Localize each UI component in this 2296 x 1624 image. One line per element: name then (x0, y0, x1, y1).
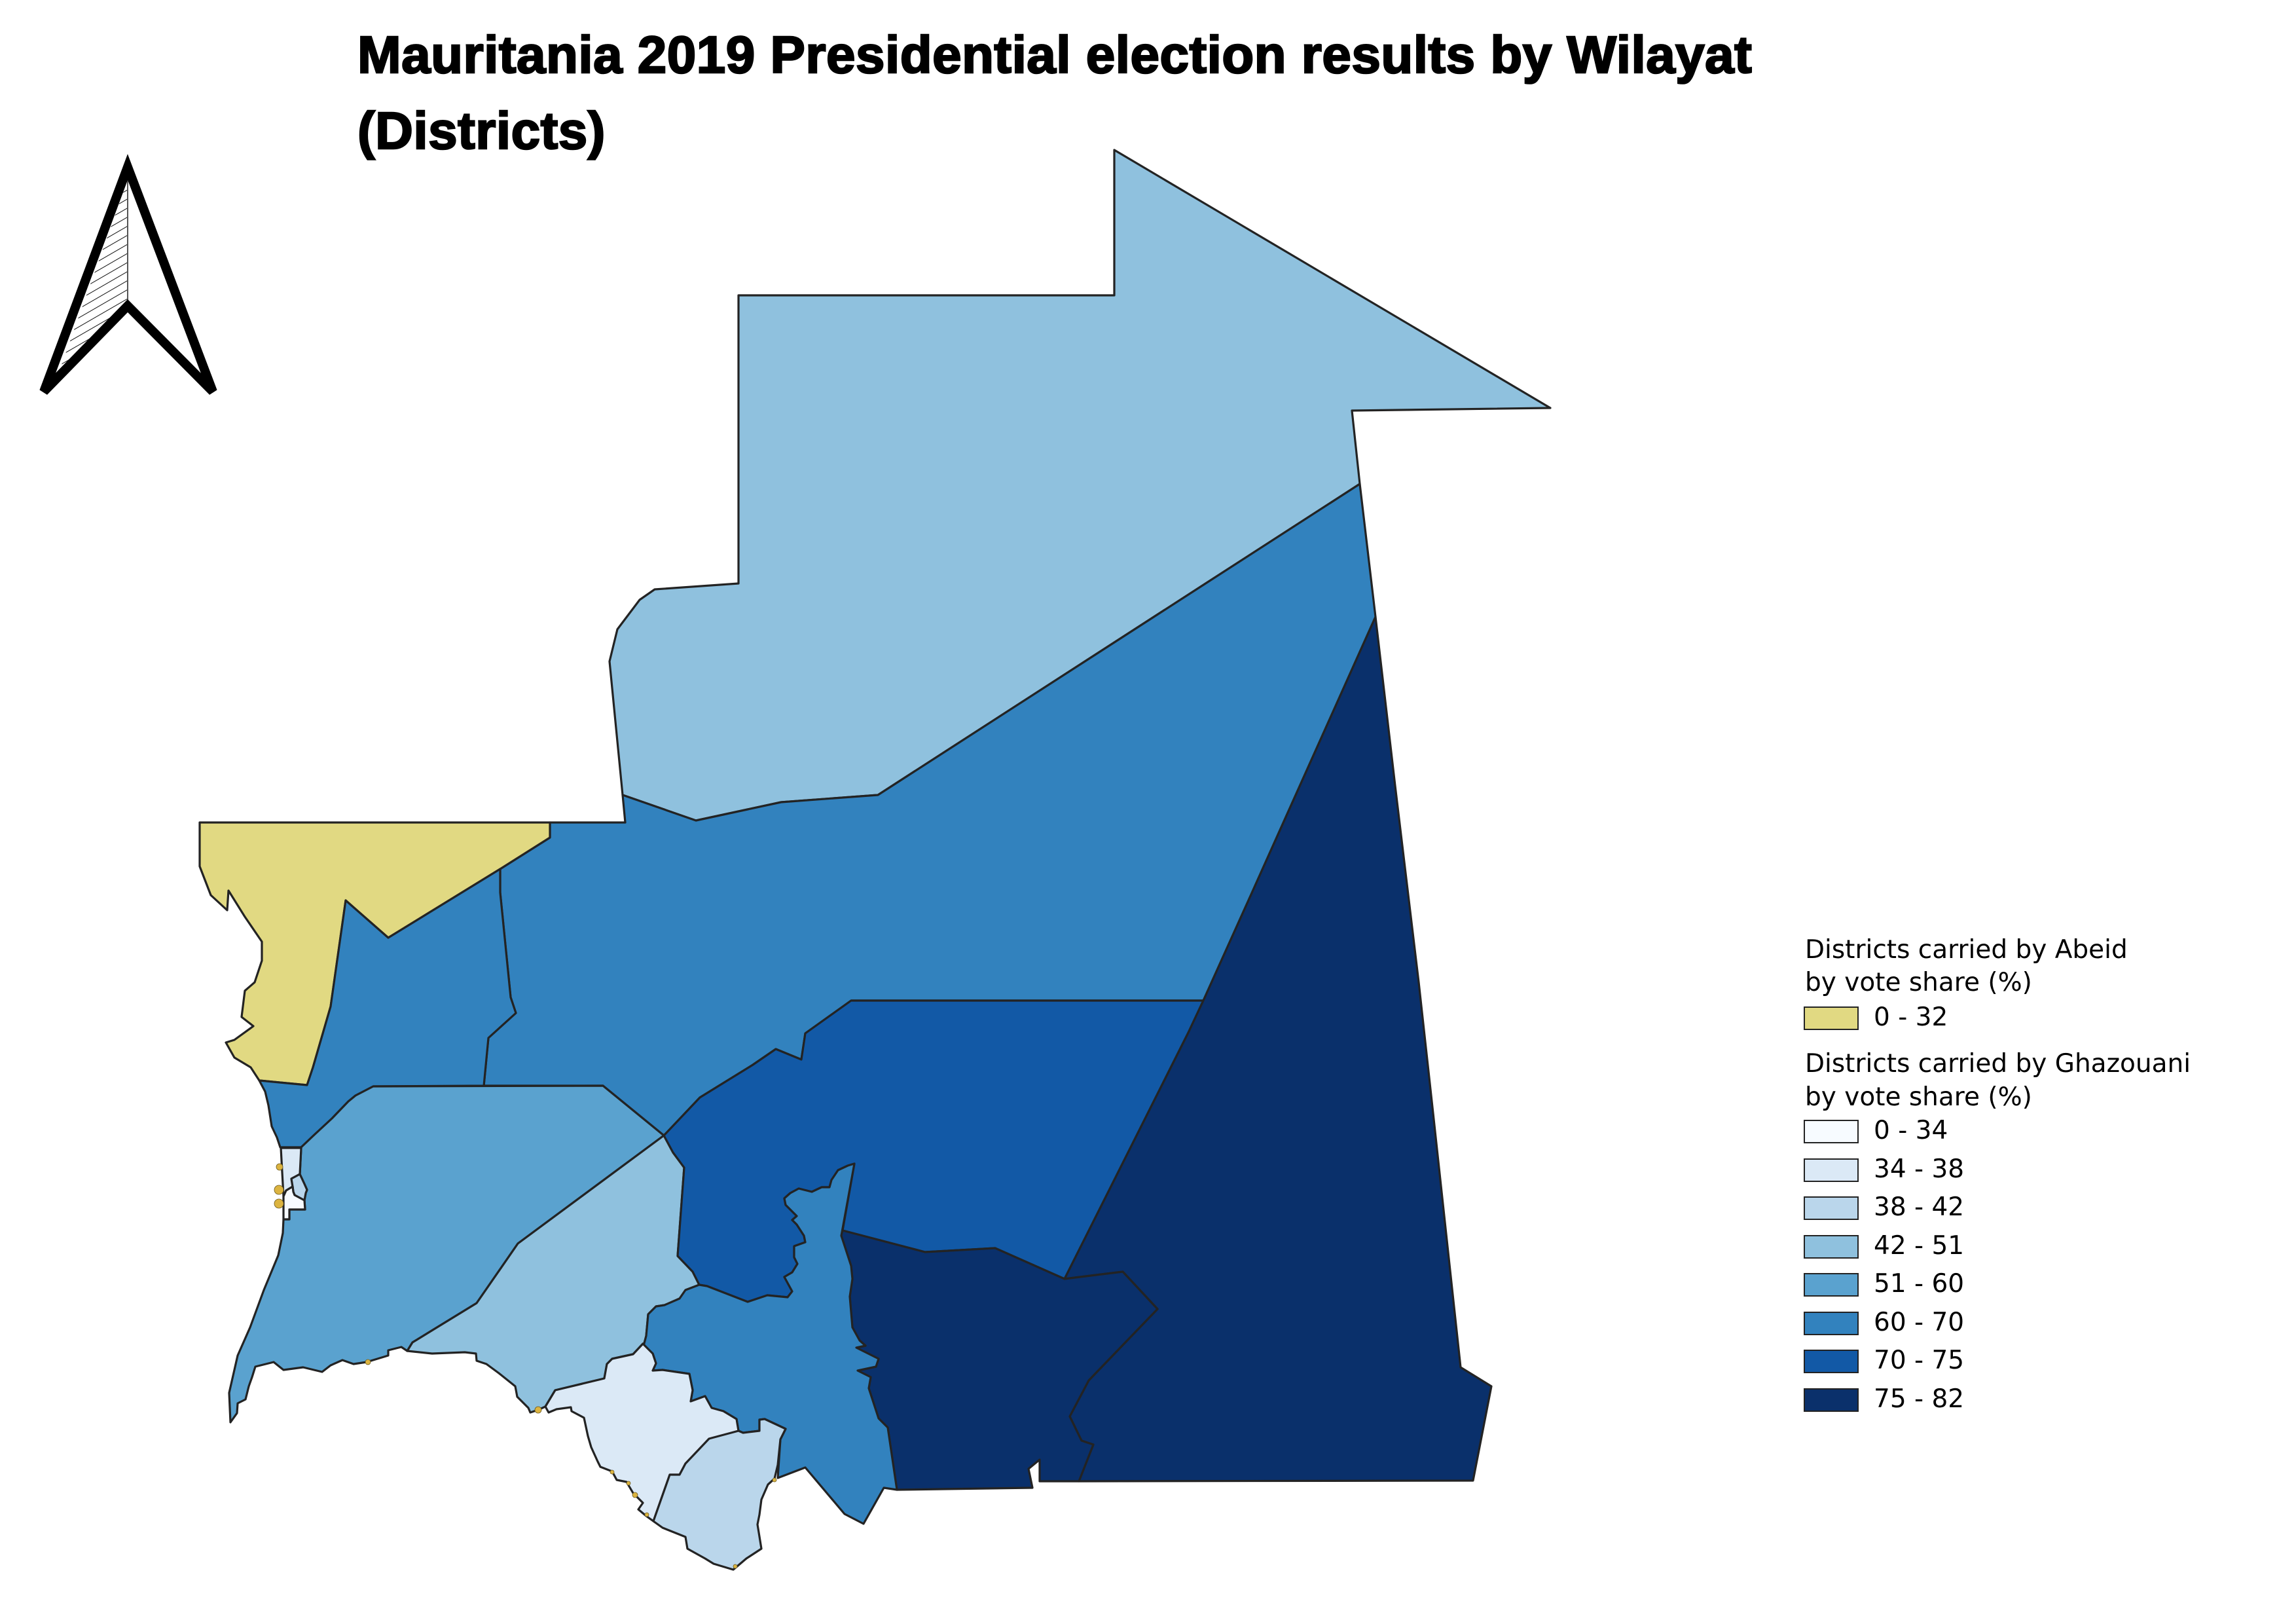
legend-swatch (1804, 1006, 1859, 1030)
legend-label: 51 - 60 (1874, 1269, 1965, 1299)
abeid-enclave-dot (644, 1512, 649, 1517)
legend-swatch (1804, 1158, 1859, 1182)
legend-item-ghazouani-4: 51 - 60 (1804, 1269, 2262, 1299)
legend-label: 42 - 51 (1874, 1231, 1965, 1261)
legend-label: 34 - 38 (1874, 1154, 1965, 1184)
legend-item-ghazouani-3: 42 - 51 (1804, 1231, 2262, 1261)
abeid-enclave-dot (733, 1564, 738, 1569)
map-title-line-2: (Districts) (357, 101, 606, 160)
abeid-enclave-dot (365, 1359, 371, 1365)
abeid-enclave-dot (274, 1185, 284, 1195)
abeid-enclave-dot (772, 1477, 777, 1483)
abeid-enclaves (274, 1163, 777, 1569)
legend-item-abeid-0: 0 - 32 (1804, 1003, 2262, 1032)
abeid-enclave-dot (274, 1198, 284, 1209)
legend-item-ghazouani-0: 0 - 34 (1804, 1116, 2262, 1145)
legend-swatch (1804, 1196, 1859, 1220)
legend-swatch (1804, 1312, 1859, 1335)
legend-item-ghazouani-6: 70 - 75 (1804, 1346, 2262, 1375)
legend-label: 0 - 32 (1874, 1003, 1948, 1032)
abeid-enclave-dot (632, 1492, 638, 1498)
abeid-enclave-dot (610, 1469, 615, 1475)
legend-swatch (1804, 1120, 1859, 1143)
legend-label: 60 - 70 (1874, 1308, 1965, 1337)
abeid-enclave-dot (534, 1406, 542, 1414)
legend-label: 0 - 34 (1874, 1116, 1948, 1145)
legend-label: 38 - 42 (1874, 1192, 1965, 1222)
legend-item-ghazouani-7: 75 - 82 (1804, 1384, 2262, 1414)
legend-heading-abeid-sub: by vote share (%) (1805, 968, 2032, 997)
legend-swatch (1804, 1350, 1859, 1373)
legend-swatch (1804, 1388, 1859, 1412)
legend-item-ghazouani-2: 38 - 42 (1804, 1192, 2262, 1222)
map-regions (198, 149, 1552, 1571)
abeid-enclave-dot (276, 1163, 283, 1171)
map-region (282, 1185, 306, 1221)
legend-label: 70 - 75 (1874, 1346, 1965, 1375)
abeid-enclave-dot (626, 1481, 631, 1486)
legend-item-ghazouani-1: 34 - 38 (1804, 1154, 2262, 1184)
legend-swatch (1804, 1235, 1859, 1259)
legend-heading-abeid: Districts carried by Abeid (1805, 935, 2128, 965)
legend-heading-ghazouani-sub: by vote share (%) (1805, 1082, 2032, 1112)
north-arrow-icon (39, 154, 217, 395)
map-title-line-1: Mauritania 2019 Presidential election re… (357, 26, 1753, 84)
legend-swatch (1804, 1273, 1859, 1297)
legend-label: 75 - 82 (1874, 1384, 1965, 1414)
legend-heading-ghazouani: Districts carried by Ghazouani (1805, 1049, 2191, 1079)
legend-item-ghazouani-5: 60 - 70 (1804, 1308, 2262, 1337)
